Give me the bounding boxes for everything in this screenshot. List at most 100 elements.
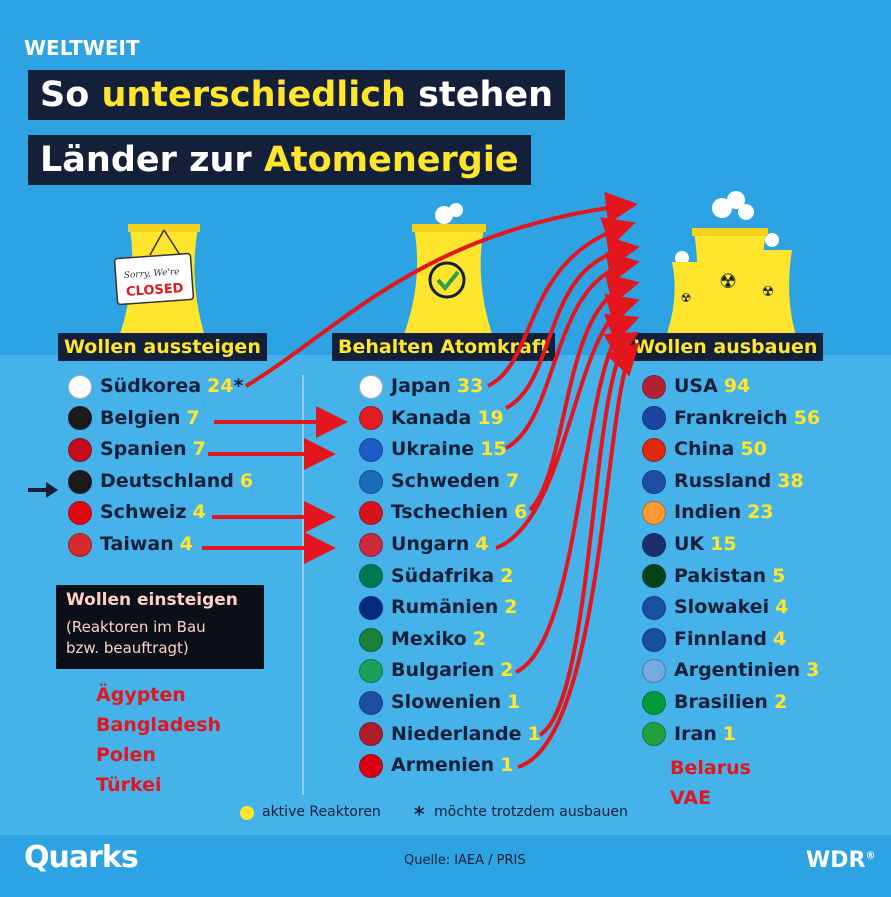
flag-icon: [359, 627, 383, 652]
flag-icon: [642, 406, 666, 431]
country-name: Bulgarien: [391, 659, 495, 682]
list-item: Brasilien 2: [642, 687, 820, 719]
expand-mark: *: [233, 375, 244, 397]
list-item: Schweden 7: [359, 466, 541, 498]
list-item: Niederlande 1: [359, 719, 541, 751]
flag-icon: [359, 595, 383, 620]
reactor-count: 6: [239, 469, 254, 492]
flag-icon: [642, 564, 666, 589]
quarks-logo: Quarks: [24, 840, 139, 875]
reactor-count: 24: [207, 375, 234, 397]
list-item: Rumänien 2: [359, 592, 541, 624]
reactor-count: 6: [514, 501, 528, 524]
registered-mark: ®: [865, 850, 876, 862]
country-name: Kanada: [391, 406, 472, 429]
flag-icon: [359, 501, 383, 526]
country-name: Mexiko: [391, 627, 467, 650]
reactor-count: 2: [504, 596, 518, 619]
list-item: Bulgarien 2: [359, 655, 541, 687]
flag-icon: [642, 722, 666, 747]
reactor-count: 15: [710, 532, 737, 555]
arrow-tschechien: [528, 273, 640, 512]
list-item: Ägypten: [96, 684, 186, 706]
title-line-1: So unterschiedlich stehen: [28, 70, 566, 120]
list-item: Ukraine 15: [359, 434, 541, 466]
country-name: Ungarn: [391, 532, 470, 555]
reactor-count: 4: [773, 627, 787, 650]
ausbauen-extra-list: Belarus VAE: [670, 753, 751, 813]
reactor-count: 19: [477, 406, 504, 429]
country-name: Argentinien: [674, 659, 801, 682]
reactor-count: 7: [192, 438, 206, 461]
list-aussteigen: Südkorea 24 * Belgien 7 Spanien 7 Deutschland 6 S…: [68, 371, 253, 561]
list-item: Armenien 1: [359, 750, 541, 782]
svg-text:☢: ☢: [681, 291, 692, 305]
country-name: Niederlande: [391, 722, 522, 745]
country-name: Slowakei: [674, 596, 770, 619]
title-highlight: Atomenergie: [263, 140, 519, 180]
list-item: Tschechien 6: [359, 497, 541, 529]
title-text: So: [40, 75, 102, 115]
reactor-count: 4: [475, 532, 489, 555]
list-item: Finnland 4: [642, 624, 820, 656]
closed-tower-icon: [113, 224, 206, 340]
reactor-count: 2: [500, 659, 514, 682]
country-name: Indien: [674, 501, 742, 524]
einsteigen-box: Wollen einsteigen (Reaktoren im Bau bzw.…: [56, 585, 264, 669]
reactor-count: 94: [723, 375, 751, 397]
svg-text:☢: ☢: [762, 284, 775, 300]
wdr-text: WDR: [806, 848, 866, 873]
country-name: Südafrika: [391, 564, 495, 587]
country-name: Tschechien: [391, 501, 509, 524]
einsteigen-list: Ägypten Bangladesh Polen Türkei: [96, 680, 221, 800]
list-item: VAE: [670, 787, 712, 809]
list-item: Belarus: [670, 757, 751, 779]
list-item: Schweiz 4: [68, 497, 253, 529]
flag-icon: [642, 532, 666, 557]
title-highlight: unterschiedlich: [101, 75, 406, 115]
reactor-count: 3: [806, 659, 820, 682]
title-line-2: Länder zur Atomenergie: [28, 135, 531, 185]
reactor-count: 4: [192, 501, 206, 524]
closed-sign-line1: Sorry, We're: [124, 267, 180, 281]
country-name: Schweden: [391, 469, 500, 492]
title-text: Länder zur: [40, 140, 264, 180]
checkmark-tower-icon: [402, 203, 494, 340]
list-item: Iran 1: [642, 719, 820, 751]
legend-expand: möchte trotzdem ausbauen: [434, 804, 628, 820]
flag-icon: [359, 374, 383, 399]
list-item: Indien 23: [642, 497, 820, 529]
list-item: Mexiko 2: [359, 624, 541, 656]
country-name: USA: [674, 375, 718, 397]
country-name: Deutschland: [100, 469, 234, 492]
country-name: Frankreich: [674, 406, 788, 429]
flag-icon: [642, 501, 666, 526]
arrow-japan: [487, 217, 636, 388]
reactor-count: 2: [472, 627, 486, 650]
kicker: WELTWEIT: [24, 36, 140, 60]
reactor-count: 38: [777, 469, 804, 492]
reactor-count: 1: [500, 754, 514, 777]
list-item: Ungarn 4: [359, 529, 541, 561]
list-item: Slowakei 4: [642, 592, 820, 624]
country-name: UK: [674, 532, 705, 555]
einsteigen-title: Wollen einsteigen: [66, 590, 238, 610]
footer-band: [0, 835, 891, 897]
country-name: Rumänien: [391, 596, 499, 619]
einsteigen-sub-1: (Reaktoren im Bau: [66, 618, 206, 636]
flag-icon: [642, 469, 666, 494]
list-item: Südafrika 2: [359, 561, 541, 593]
reactor-count: 2: [773, 690, 788, 713]
title-text: stehen: [405, 75, 554, 115]
reactor-count: 5: [772, 564, 786, 587]
country-name: Taiwan: [100, 532, 174, 555]
flag-icon: [642, 690, 666, 715]
country-name: Spanien: [100, 438, 187, 461]
arrow-ukraine: [505, 251, 640, 450]
pointer-arrow-icon: [28, 482, 58, 498]
list-item: Belgien 7: [68, 403, 253, 435]
arrow-suedkorea: [244, 191, 638, 388]
country-name: Finnland: [674, 627, 768, 650]
flag-icon: [68, 501, 92, 526]
flag-icon: [68, 406, 92, 431]
